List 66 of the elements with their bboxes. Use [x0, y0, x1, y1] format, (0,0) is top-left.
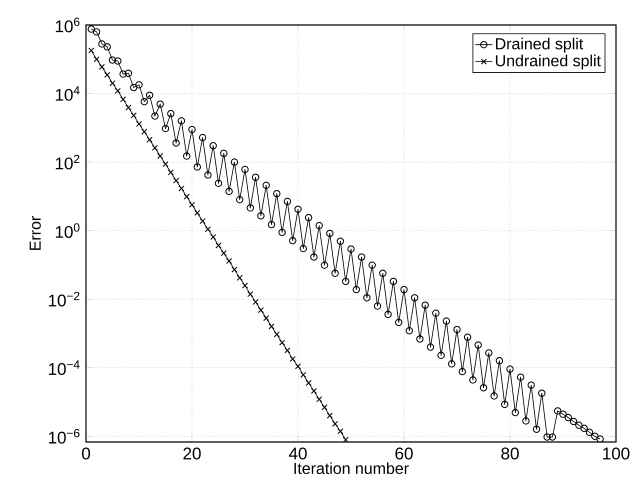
point	[94, 56, 100, 62]
legend-label: Drained split	[496, 38, 584, 53]
point	[231, 266, 238, 273]
point	[300, 372, 306, 378]
point	[326, 412, 333, 419]
x-tick-label: 20	[183, 448, 201, 460]
point	[130, 112, 137, 118]
point	[173, 177, 180, 184]
point	[279, 340, 286, 346]
point	[332, 420, 338, 427]
point	[220, 250, 227, 256]
point	[215, 242, 222, 248]
x-tick-label: 80	[501, 448, 519, 460]
point	[236, 274, 243, 281]
point	[125, 104, 132, 111]
point	[316, 396, 322, 402]
y-tick-label: 10$^{0}$	[56, 223, 80, 238]
point	[194, 210, 200, 216]
point	[114, 88, 121, 94]
point	[226, 258, 232, 264]
point	[294, 363, 302, 370]
point	[204, 226, 211, 232]
point	[284, 347, 290, 354]
point	[157, 153, 164, 160]
point	[178, 185, 184, 192]
point	[136, 120, 142, 127]
point	[290, 356, 296, 362]
point	[88, 47, 94, 54]
point	[188, 202, 196, 208]
y-tick-label: 10$^{−4}$	[48, 360, 80, 376]
point	[252, 298, 259, 305]
point	[184, 194, 190, 200]
x-tick-label: 0	[82, 448, 90, 460]
point	[200, 218, 206, 224]
point	[168, 169, 174, 176]
point	[242, 282, 248, 289]
point	[258, 307, 264, 314]
point	[98, 64, 105, 70]
y-tick-label: 10$^{6}$	[56, 18, 80, 32]
point	[306, 380, 312, 386]
x-tick-label: 60	[395, 448, 413, 460]
point	[210, 234, 216, 240]
y-tick-label: 10$^{4}$	[56, 86, 80, 101]
point	[141, 128, 148, 135]
x-axis-title: Iteration number	[294, 462, 409, 474]
point	[120, 96, 126, 102]
point	[337, 428, 344, 434]
y-tick-label: 10$^{2}$	[56, 154, 80, 170]
point	[310, 388, 317, 394]
point	[247, 291, 254, 298]
x-tick-label: 40	[288, 448, 307, 460]
point	[268, 323, 275, 330]
y-tick-label: 10$^{−6}$	[48, 428, 80, 444]
point	[274, 331, 280, 338]
point	[263, 315, 270, 322]
point	[152, 144, 158, 151]
y-tick-label: 10$^{−2}$	[48, 292, 80, 307]
point	[109, 80, 116, 86]
point	[104, 72, 110, 78]
point	[342, 436, 349, 443]
legend-label: Undrained split	[496, 54, 601, 70]
y-axis-title: Error	[30, 216, 41, 250]
point	[162, 161, 169, 168]
point	[321, 404, 328, 410]
point	[146, 136, 153, 143]
x-tick-label: 100	[603, 448, 630, 460]
